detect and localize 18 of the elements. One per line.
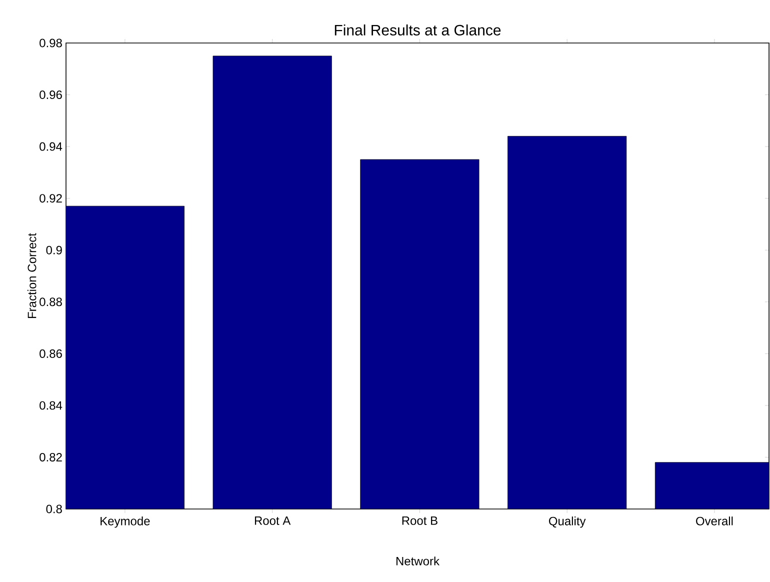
chart-title: Final Results at a Glance <box>334 24 501 36</box>
x-tick-label: Root A <box>254 516 291 525</box>
y-tick-label: 0.94 <box>40 142 62 151</box>
x-tick-label: Root B <box>402 516 438 525</box>
y-tick-label: 0.8 <box>46 504 62 514</box>
y-tick-label: 0.84 <box>40 401 62 410</box>
y-tick-label: 0.92 <box>40 194 62 203</box>
y-tick-label: 0.82 <box>40 452 62 462</box>
y-tick-label: 0.96 <box>40 90 62 100</box>
y-tick-label: 0.86 <box>40 349 62 358</box>
y-axis-title: Fraction Correct <box>27 233 36 318</box>
x-tick-label: Quality <box>548 516 586 528</box>
y-tick-label: 0.88 <box>40 298 62 306</box>
x-axis-title: Network <box>396 556 440 566</box>
y-tick-label: 0.9 <box>46 246 62 254</box>
x-tick-label: Overall <box>696 516 733 526</box>
y-tick-label: 0.98 <box>40 38 62 48</box>
x-tick-label: Keymode <box>100 516 150 528</box>
